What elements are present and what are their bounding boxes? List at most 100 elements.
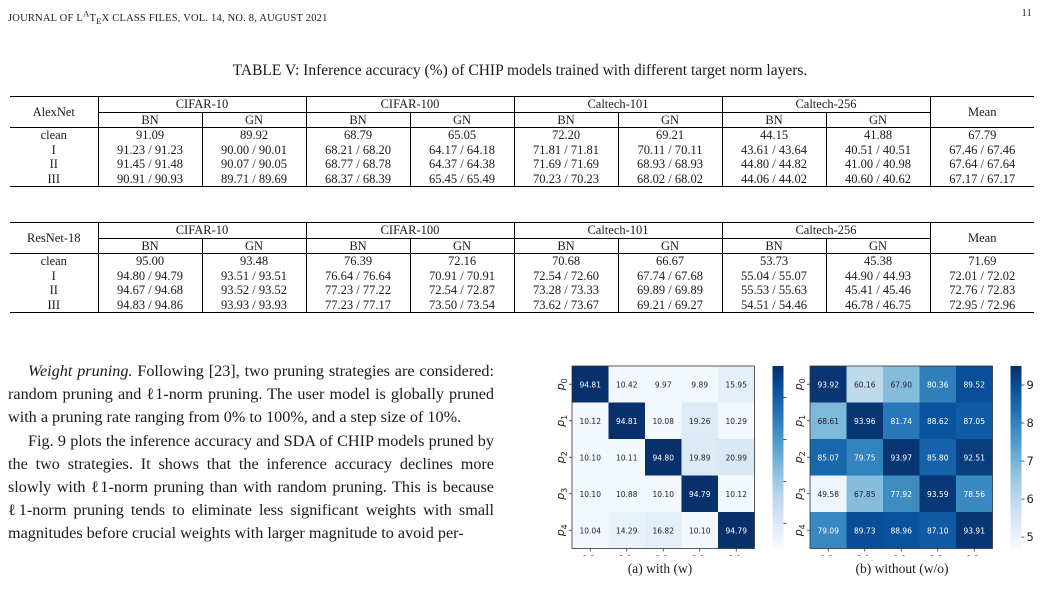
table-cell: 68.93 / 68.93: [618, 157, 723, 172]
heatmap-cell: [608, 439, 645, 476]
running-header: JOURNAL OF LATEX CLASS FILES, VOL. 14, N…: [8, 8, 1032, 26]
heatmap-cell: [608, 366, 645, 403]
table-cell: 41.00 / 40.98: [826, 157, 931, 172]
heatmap-cell: [718, 439, 755, 476]
table-cell: 68.37 / 68.39: [306, 171, 411, 187]
cell-value: 88.62: [927, 417, 949, 426]
dataset-header: CIFAR-100: [306, 222, 515, 239]
heatmap-cell: [883, 439, 920, 476]
heatmap-cell: [810, 512, 847, 549]
col-label: M4: [965, 554, 982, 557]
row-label-text: p4: [554, 524, 569, 537]
table-cell: 41.88: [826, 127, 931, 143]
norm-header: BN: [306, 238, 411, 254]
heatmap-cell: [810, 366, 847, 403]
row-label: clean: [10, 253, 99, 269]
row-label: p1: [792, 415, 807, 428]
norm-header: GN: [202, 112, 307, 128]
cell-value: 19.89: [689, 453, 711, 462]
norm-header: GN: [826, 238, 930, 254]
cell-value: 60.16: [854, 380, 876, 389]
colorbar-tick-label: 60: [1027, 492, 1035, 506]
body-text: Weight pruning. Following [23], two prun…: [8, 360, 494, 546]
cell-value: 16.82: [653, 526, 675, 535]
heatmap-cell: [883, 512, 920, 549]
cell-value: 88.96: [891, 526, 913, 535]
table-cell: 68.77 / 68.78: [306, 157, 411, 172]
paragraph-fig9: Fig. 9 plots the inference accuracy and …: [8, 431, 494, 543]
heatmap-cell: [681, 366, 718, 403]
dataset-header: CIFAR-10: [98, 222, 307, 239]
heatmap-cell: [846, 475, 883, 512]
cell-value: 94.81: [580, 380, 602, 389]
table-row: II 91.45 / 91.48 90.07 / 90.05 68.77 / 68.7…: [10, 157, 1034, 172]
col-label: M4: [727, 554, 744, 557]
table-cell: 91.45 / 91.48: [98, 157, 203, 172]
row-label-text: p4: [792, 524, 807, 537]
table-row: III 94.83 / 94.86 93.93 / 93.93 77.23 / 77.…: [10, 297, 1034, 313]
table-cell: 76.39: [306, 253, 411, 269]
cell-value: 67.85: [854, 490, 876, 499]
row-label: p2: [554, 451, 569, 464]
cell-value: 94.79: [689, 490, 711, 499]
heatmap-without: 93.92 60.16 67.90 80.36 89.52 68.61 93.96 81.74…: [792, 365, 1035, 557]
row-label: II: [10, 283, 99, 298]
heatmap-cell: [681, 402, 718, 439]
journal-title: JOURNAL OF LATEX CLASS FILES, VOL. 14, N…: [8, 8, 328, 26]
cell-value: 15.95: [726, 380, 748, 389]
table-cell: 93.51 / 93.51: [202, 268, 307, 283]
heatmap-cell: [681, 475, 718, 512]
row-label-text: p2: [792, 451, 807, 464]
table-cell: 73.62 / 73.67: [514, 297, 619, 313]
model-name: ResNet-18: [10, 222, 99, 254]
norm-header: GN: [410, 238, 515, 254]
cell-value: 93.91: [964, 526, 986, 535]
col-label: M1: [618, 554, 635, 557]
cell-value: 93.59: [927, 490, 949, 499]
row-label: p0: [792, 378, 807, 391]
heatmap-cell: [919, 439, 956, 476]
table-row: clean 95.00 93.48 76.39 72.16 70.68 66.67 53.73…: [10, 253, 1034, 269]
cell-value: 87.10: [927, 526, 949, 535]
cell-value: 67.90: [891, 380, 913, 389]
table-cell: 54.51 / 54.46: [722, 297, 827, 313]
table-cell: 73.50 / 73.54: [410, 297, 515, 313]
row-label: III: [10, 171, 99, 187]
cell-value: 10.12: [726, 490, 748, 499]
cell-value: 81.74: [891, 417, 913, 426]
heatmap-cell: [645, 475, 682, 512]
table-cell: 90.91 / 90.93: [98, 171, 203, 187]
table-cell: 93.52 / 93.52: [202, 283, 307, 298]
norm-header: GN: [618, 112, 723, 128]
table-cell: 64.37 / 64.38: [410, 157, 515, 172]
table-cell: 71.69 / 71.69: [514, 157, 619, 172]
table-cell: 67.17 / 67.17: [930, 171, 1034, 187]
table-cell: 55.04 / 55.07: [722, 268, 827, 283]
cell-value: 19.26: [689, 417, 711, 426]
cell-value: 9.97: [655, 380, 672, 389]
heatmap-cell: [645, 366, 682, 403]
table-cell: 67.46 / 67.46: [949, 142, 1016, 157]
cell-value: 89.73: [854, 526, 876, 535]
table-cell: 95.00: [98, 253, 203, 269]
cell-value: 10.12: [580, 417, 602, 426]
table-cell: 68.02 / 68.02: [618, 171, 723, 187]
cell-value: 9.89: [691, 380, 708, 389]
table-cell: 76.64 / 76.64: [306, 268, 411, 283]
norm-header: GN: [202, 238, 307, 254]
heatmap-cell: [883, 366, 920, 403]
table-cell: 44.90 / 44.93: [826, 268, 931, 283]
results-table-alexnet: AlexNet CIFAR-10 CIFAR-100 Caltech-101 Calte…: [10, 96, 1034, 187]
norm-header: GN: [410, 112, 515, 128]
heatmap-cell: [681, 439, 718, 476]
table-caption: TABLE V: Inference accuracy (%) of CHIP …: [232, 62, 808, 79]
row-label: clean: [10, 127, 99, 143]
table-cell: 40.60 / 40.62: [826, 171, 931, 187]
table-cell: 72.16: [410, 253, 515, 269]
heatmap-cell: [919, 475, 956, 512]
table-row: I 91.23 / 91.23 90.00 / 90.01 68.21 / 68.20…: [10, 142, 1034, 157]
table-subheader-row: BN GN BN GN BN GN BN GN: [10, 112, 1034, 128]
table-cell: 93.93 / 93.93: [202, 297, 307, 313]
cell-value: 20.99: [726, 453, 748, 462]
colorbar-tick-label: 50: [1027, 530, 1035, 544]
